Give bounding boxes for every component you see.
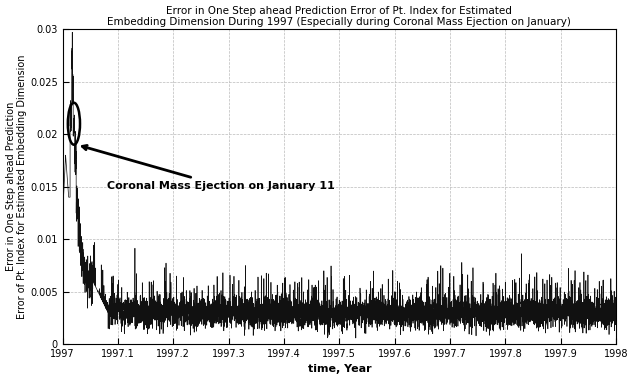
Text: Coronal Mass Ejection on January 11: Coronal Mass Ejection on January 11 bbox=[82, 146, 335, 191]
X-axis label: time, Year: time, Year bbox=[307, 364, 371, 374]
Y-axis label: Error in One Step ahead Prediction
Error of Pt. Index for Estimated Embedding Di: Error in One Step ahead Prediction Error… bbox=[6, 54, 27, 319]
Title: Error in One Step ahead Prediction Error of Pt. Index for Estimated
Embedding Di: Error in One Step ahead Prediction Error… bbox=[107, 6, 571, 27]
